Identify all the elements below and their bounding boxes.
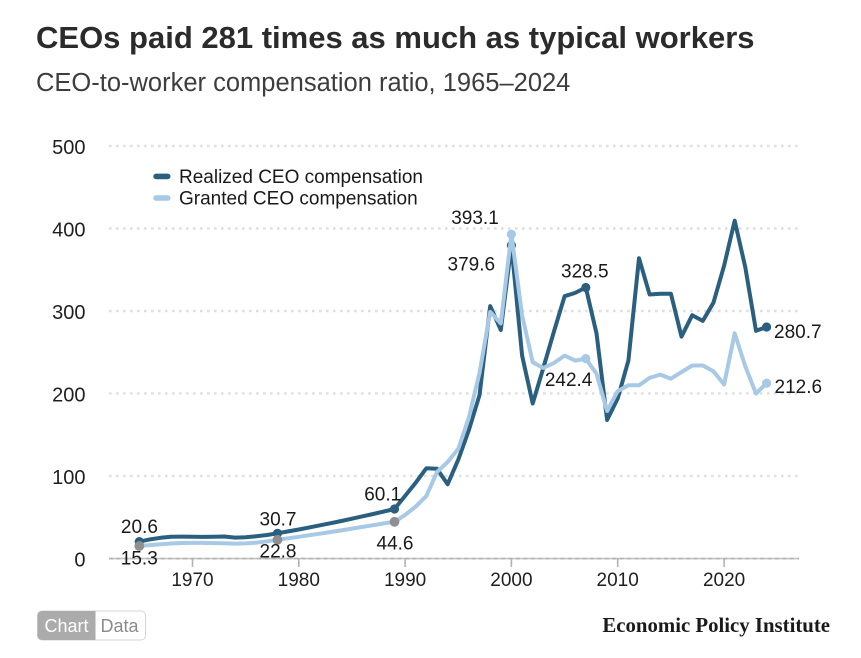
- svg-text:500: 500: [52, 137, 85, 159]
- svg-text:15.3: 15.3: [121, 549, 158, 570]
- svg-text:0: 0: [74, 550, 85, 572]
- svg-text:280.7: 280.7: [774, 322, 822, 343]
- svg-text:1980: 1980: [278, 570, 320, 591]
- svg-text:Realized CEO compensation: Realized CEO compensation: [179, 167, 423, 188]
- svg-text:212.6: 212.6: [775, 377, 823, 398]
- svg-text:2000: 2000: [490, 570, 532, 591]
- svg-text:2020: 2020: [703, 570, 745, 591]
- svg-text:100: 100: [52, 467, 85, 489]
- svg-text:20.6: 20.6: [121, 517, 158, 538]
- svg-text:379.6: 379.6: [448, 255, 496, 276]
- svg-text:22.8: 22.8: [260, 542, 297, 563]
- svg-text:1970: 1970: [171, 570, 213, 591]
- svg-text:CEOs paid 281 times as much as: CEOs paid 281 times as much as typical w…: [36, 20, 755, 55]
- svg-text:Granted CEO compensation: Granted CEO compensation: [179, 188, 418, 209]
- svg-text:242.4: 242.4: [545, 370, 593, 391]
- svg-text:Chart: Chart: [44, 616, 88, 636]
- svg-text:1990: 1990: [384, 570, 426, 591]
- svg-text:60.1: 60.1: [364, 485, 401, 506]
- svg-text:300: 300: [52, 302, 85, 324]
- svg-text:2010: 2010: [597, 570, 639, 591]
- svg-text:CEO-to-worker compensation rat: CEO-to-worker compensation ratio, 1965–2…: [36, 69, 570, 97]
- svg-text:393.1: 393.1: [451, 208, 499, 229]
- svg-text:200: 200: [52, 384, 85, 406]
- svg-text:44.6: 44.6: [377, 534, 414, 555]
- svg-text:400: 400: [52, 220, 85, 242]
- svg-text:30.7: 30.7: [260, 510, 297, 531]
- svg-text:Data: Data: [100, 616, 139, 636]
- svg-text:Economic Policy Institute: Economic Policy Institute: [602, 614, 830, 637]
- svg-text:328.5: 328.5: [561, 261, 609, 282]
